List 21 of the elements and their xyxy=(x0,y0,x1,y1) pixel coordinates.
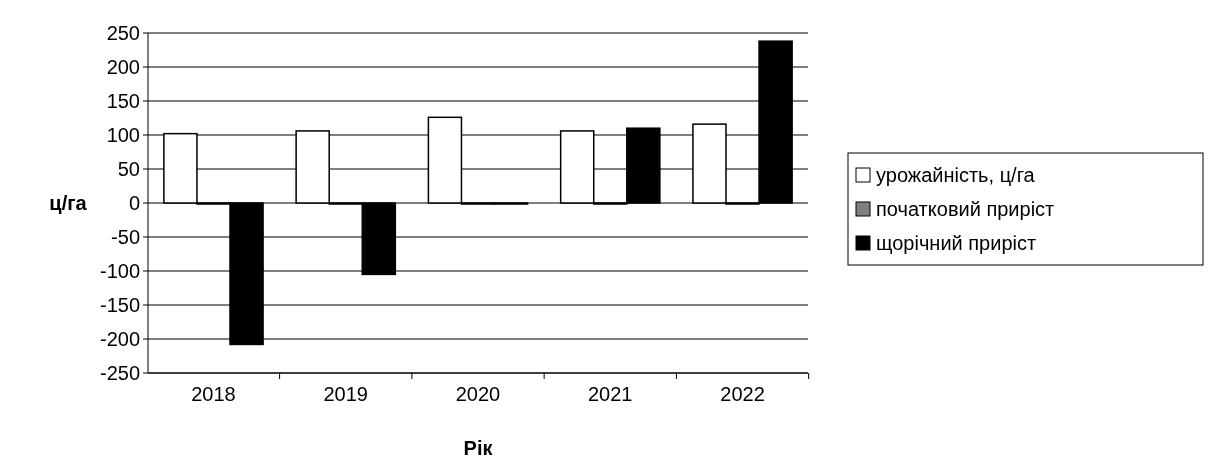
y-tick-label: 150 xyxy=(106,90,140,112)
x-tick-label: 2019 xyxy=(323,383,368,405)
y-tick-label: 100 xyxy=(106,124,140,146)
y-axis-title: ц/га xyxy=(49,192,88,214)
y-tick-label: -100 xyxy=(99,260,140,282)
y-tick-label: 50 xyxy=(117,158,140,180)
x-axis-title: Рік xyxy=(463,437,494,459)
x-tick-label: 2018 xyxy=(191,383,236,405)
legend-label: початковий приріст xyxy=(876,198,1055,220)
y-tick-label: 0 xyxy=(128,192,140,214)
y-tick-label: -200 xyxy=(99,328,140,350)
y-tick-label: -150 xyxy=(99,294,140,316)
legend-label: щорічний приріст xyxy=(876,232,1037,254)
y-tick-label: 250 xyxy=(106,22,140,44)
y-tick-label: -50 xyxy=(111,226,140,248)
x-tick-label: 2020 xyxy=(455,383,501,405)
y-tick-label: 200 xyxy=(106,56,140,78)
y-tick-label: -250 xyxy=(99,362,140,384)
legend-label: урожайність, ц/га xyxy=(876,164,1036,186)
x-tick-label: 2022 xyxy=(720,383,765,405)
x-tick-label: 2021 xyxy=(588,383,633,405)
